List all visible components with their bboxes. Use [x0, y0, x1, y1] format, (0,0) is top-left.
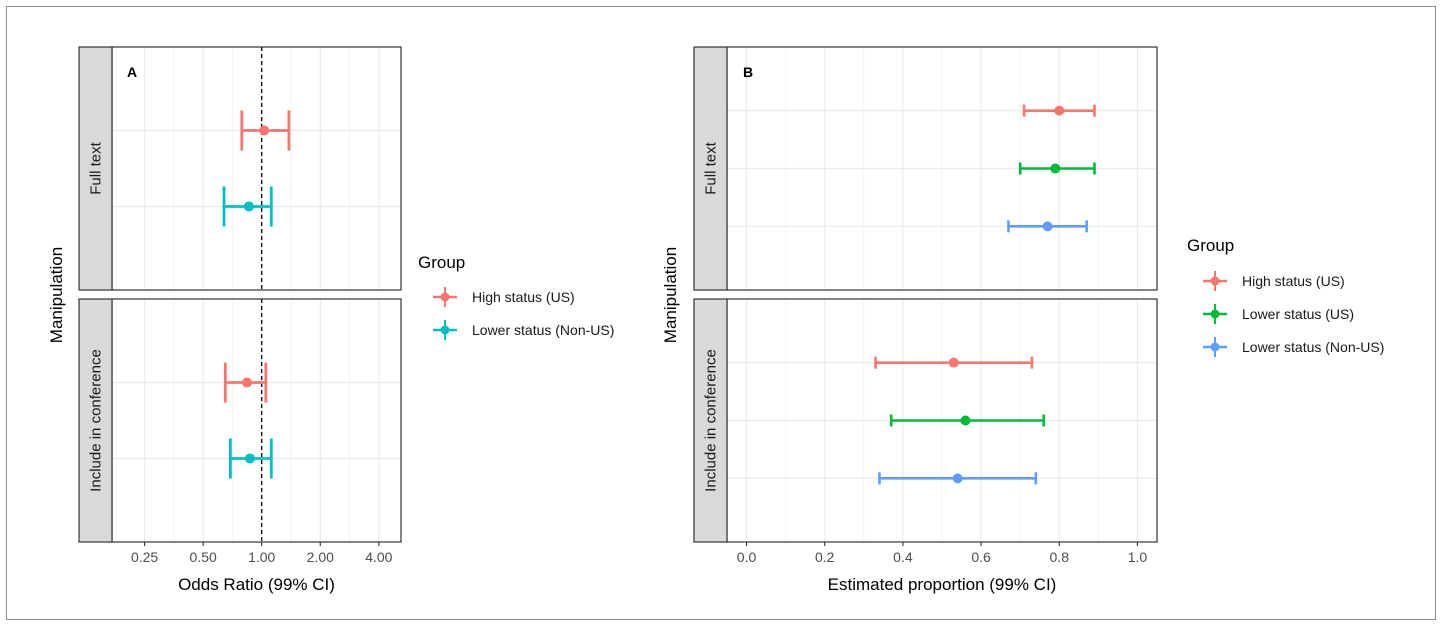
facet-label: Include in conference	[703, 349, 720, 492]
legend-key-point	[1210, 342, 1220, 352]
chart-panel-a: Full text Include in conference A 0.25 0.50 1…	[47, 46, 614, 594]
x-tick-label: 0.4	[893, 549, 913, 565]
legend-key-point	[440, 292, 450, 302]
legend-item-label: Lower status (Non-US)	[1242, 339, 1384, 355]
facet-strip	[693, 298, 728, 543]
legend: Group High status (US) Lower status (Non-U…	[418, 253, 614, 340]
panel-background	[112, 47, 401, 290]
facet-strip	[78, 46, 113, 291]
estimate-point	[952, 473, 963, 484]
estimate-point	[1042, 221, 1053, 232]
facet-strip	[78, 298, 113, 543]
y-axis-title: Manipulation	[661, 247, 680, 343]
figure-frame	[6, 6, 1436, 620]
legend-item-label: Lower status (US)	[1242, 306, 1354, 322]
x-tick-label: 0.6	[971, 549, 991, 565]
x-axis-title: Odds Ratio (99% CI)	[178, 575, 335, 594]
facet-label: Include in conference	[88, 349, 105, 492]
x-tick-label: 0.0	[737, 549, 757, 565]
panel-tag: A	[127, 64, 137, 80]
x-tick-label: 0.8	[1050, 549, 1070, 565]
facet-label: Full text	[703, 141, 720, 194]
x-tick-label: 1.0	[1128, 549, 1148, 565]
estimate-point	[1050, 163, 1061, 174]
chart-panel-b: Full text Include in conference B 0.0 0.2 0.4…	[661, 46, 1384, 594]
estimate-point	[960, 415, 971, 426]
estimate-point	[259, 125, 270, 136]
x-tick-label: 2.00	[307, 549, 334, 565]
x-tick-label: 4.00	[365, 549, 392, 565]
legend-key-point	[440, 325, 450, 335]
legend-key-point	[1210, 309, 1220, 319]
estimate-point	[243, 201, 254, 212]
estimate-point	[241, 377, 252, 388]
legend-item-label: High status (US)	[472, 289, 575, 305]
legend: Group High status (US) Lower status (US) Lo…	[1187, 236, 1384, 357]
estimate-point	[948, 357, 959, 368]
panel-background	[112, 299, 401, 542]
x-tick-label: 1.00	[248, 549, 275, 565]
legend-item-label: High status (US)	[1242, 273, 1345, 289]
panel-tag: B	[743, 64, 753, 80]
facet-strip	[693, 46, 728, 291]
legend-title: Group	[418, 253, 465, 272]
facet-label: Full text	[88, 141, 105, 194]
legend-key-point	[1210, 276, 1220, 286]
estimate-point	[1054, 105, 1065, 116]
estimate-point	[244, 453, 255, 464]
x-tick-label: 0.25	[131, 549, 158, 565]
x-axis-title: Estimated proportion (99% CI)	[828, 575, 1057, 594]
y-axis-title: Manipulation	[47, 247, 66, 343]
x-tick-label: 0.50	[190, 549, 217, 565]
legend-item-label: Lower status (Non-US)	[472, 322, 614, 338]
legend-title: Group	[1187, 236, 1234, 255]
x-tick-label: 0.2	[815, 549, 835, 565]
